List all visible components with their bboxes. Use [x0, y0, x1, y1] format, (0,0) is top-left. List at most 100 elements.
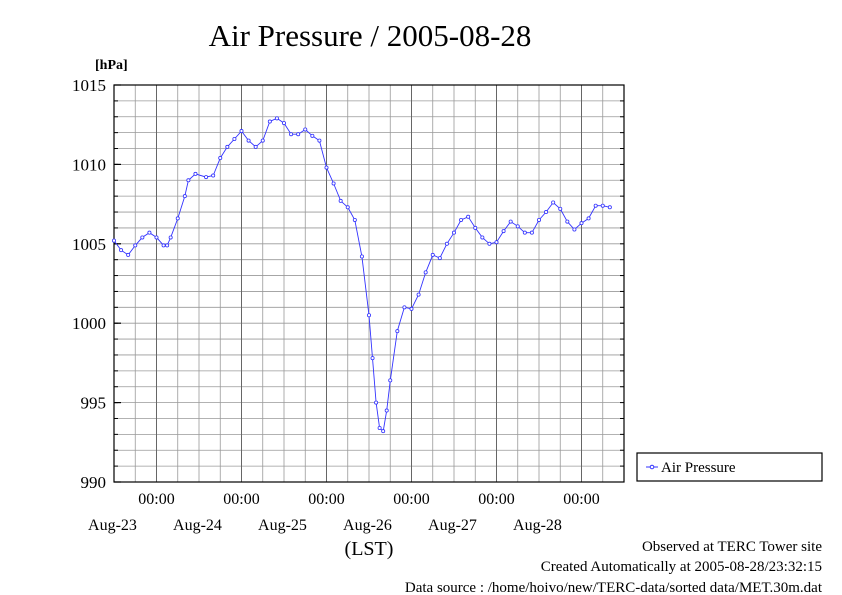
- data-point: [494, 240, 499, 245]
- data-point: [154, 235, 159, 240]
- data-point: [225, 144, 230, 149]
- data-point: [161, 243, 166, 248]
- data-point: [338, 198, 343, 203]
- data-point: [366, 313, 371, 318]
- data-point: [416, 292, 421, 297]
- data-point: [267, 119, 272, 124]
- data-point: [544, 210, 549, 215]
- data-point: [501, 229, 506, 234]
- data-point: [384, 408, 389, 413]
- y-tick-label: 1005: [72, 235, 106, 254]
- footer-created: Created Automatically at 2005-08-28/23:3…: [541, 559, 822, 575]
- data-point: [296, 132, 301, 137]
- footer-site: Observed at TERC Tower site: [642, 539, 822, 555]
- data-point: [133, 243, 138, 248]
- data-point: [444, 241, 449, 246]
- y-tick-label: 1010: [72, 155, 106, 174]
- data-point: [345, 205, 350, 210]
- data-point: [374, 400, 379, 405]
- data-point: [558, 206, 563, 211]
- data-point: [522, 230, 527, 235]
- data-point: [551, 200, 556, 205]
- data-point: [317, 138, 322, 143]
- x-tick-time: 00:00: [138, 491, 174, 508]
- x-tick-day: Aug-25: [258, 517, 307, 534]
- data-point: [253, 144, 258, 149]
- data-point: [508, 219, 513, 224]
- data-point: [593, 203, 598, 208]
- data-point: [537, 217, 542, 222]
- data-point: [529, 230, 534, 235]
- x-tick-time: 00:00: [223, 491, 259, 508]
- legend-label: Air Pressure: [661, 460, 736, 476]
- data-point: [331, 181, 336, 186]
- data-point: [600, 203, 605, 208]
- data-point: [232, 136, 237, 141]
- data-point: [459, 217, 464, 222]
- x-ticks: 00:00Aug-2300:00Aug-2400:00Aug-2500:00Au…: [88, 491, 600, 534]
- data-point: [182, 194, 187, 199]
- data-point: [607, 205, 612, 210]
- x-tick-time: 00:00: [563, 491, 599, 508]
- data-point: [466, 214, 471, 219]
- x-tick-day: Aug-23: [88, 517, 137, 534]
- x-axis-label: (LST): [345, 538, 394, 560]
- data-point: [310, 133, 315, 138]
- y-tick-label: 995: [81, 394, 107, 413]
- x-tick-time: 00:00: [308, 491, 344, 508]
- x-tick-day: Aug-27: [428, 517, 477, 534]
- data-point: [260, 138, 265, 143]
- data-point: [359, 254, 364, 259]
- data-point: [281, 121, 286, 126]
- data-point: [274, 116, 279, 121]
- data-point: [480, 235, 485, 240]
- data-point: [423, 270, 428, 275]
- data-point: [370, 356, 375, 361]
- data-point: [352, 217, 357, 222]
- data-point: [165, 243, 170, 248]
- data-point: [303, 127, 308, 132]
- y-tick-label: 990: [81, 473, 107, 492]
- data-point: [119, 248, 124, 253]
- series-line: [113, 117, 610, 433]
- data-point: [381, 429, 386, 434]
- grid: [114, 85, 624, 482]
- data-point: [579, 221, 584, 226]
- x-tick-day: Aug-28: [513, 517, 562, 534]
- data-point: [218, 156, 223, 161]
- data-point: [239, 129, 244, 134]
- data-point: [473, 225, 478, 230]
- data-point: [324, 165, 329, 170]
- x-tick-day: Aug-24: [173, 517, 222, 534]
- data-point: [126, 252, 131, 257]
- data-point: [402, 305, 407, 310]
- data-point: [246, 138, 251, 143]
- x-tick-time: 00:00: [393, 491, 429, 508]
- data-point: [430, 252, 435, 257]
- legend-box: [636, 452, 823, 482]
- data-point: [204, 175, 209, 180]
- data-point: [565, 219, 570, 224]
- data-point: [437, 256, 442, 261]
- data-point: [140, 235, 145, 240]
- data-point: [147, 230, 152, 235]
- data-point: [186, 178, 191, 183]
- series-air-pressure: [112, 116, 612, 434]
- y-ticks: 990 995 1000 1005 1010 1015: [72, 76, 624, 492]
- plot-frame: [113, 84, 625, 483]
- data-point: [451, 230, 456, 235]
- data-point: [289, 132, 294, 137]
- data-point: [572, 227, 577, 232]
- y-tick-label: 1015: [72, 76, 106, 95]
- legend: Air Pressure: [636, 452, 823, 482]
- data-point: [409, 306, 414, 311]
- chart-title: Air Pressure / 2005-08-28: [209, 18, 532, 53]
- data-point: [515, 224, 520, 229]
- y-axis-label: [hPa]: [95, 58, 128, 73]
- data-point: [168, 235, 173, 240]
- y-tick-label: 1000: [72, 314, 106, 333]
- x-tick-day: Aug-26: [343, 517, 392, 534]
- data-point: [388, 378, 393, 383]
- x-tick-time: 00:00: [478, 491, 514, 508]
